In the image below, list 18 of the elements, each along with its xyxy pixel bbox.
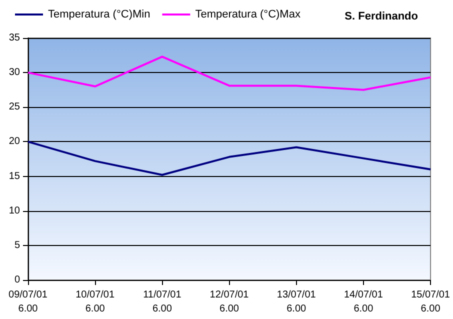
x-tick-label: 12/07/01 6.00 xyxy=(210,290,250,314)
legend-label: Temperatura (°C)Min xyxy=(48,8,150,20)
y-tick-label: 30 xyxy=(8,67,20,78)
x-tick-label: 13/07/01 6.00 xyxy=(276,290,316,314)
y-tick-label: 0 xyxy=(14,274,20,286)
y-tick-label: 20 xyxy=(8,136,20,148)
y-tick-label: 35 xyxy=(8,32,20,44)
x-tick-label: 15/07/01 6.00 xyxy=(411,290,450,314)
y-tick-label: 10 xyxy=(8,205,20,216)
y-tick-label: 25 xyxy=(8,102,20,113)
y-tick-label: 5 xyxy=(14,240,20,251)
x-tick-label: 11/07/01 6.00 xyxy=(143,290,182,314)
x-tick-label: 10/07/01 6.00 xyxy=(76,290,115,314)
legend-label: Temperatura (°C)Max xyxy=(195,8,301,20)
chart-title: S. Ferdinando xyxy=(344,10,418,22)
x-tick-label: 09/07/01 6.00 xyxy=(8,290,48,314)
x-tick-label: 14/07/01 6.00 xyxy=(344,290,384,314)
y-tick-label: 15 xyxy=(8,170,20,182)
